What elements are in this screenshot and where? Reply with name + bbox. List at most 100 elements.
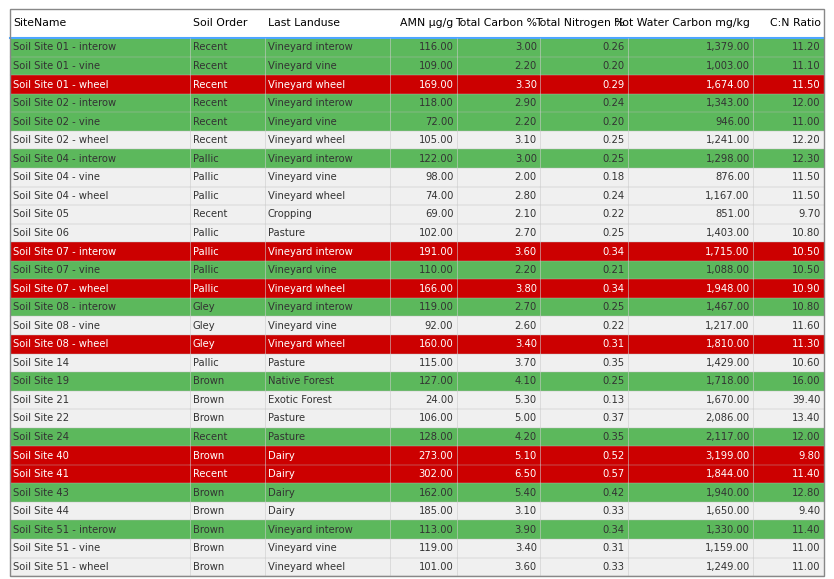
Bar (753, 57, 824, 75)
Bar (457, 149, 540, 168)
Bar (10, 391, 189, 409)
Text: Vineyard wheel: Vineyard wheel (268, 191, 345, 201)
Text: Vineyard wheel: Vineyard wheel (268, 562, 345, 572)
Bar (264, 9, 389, 38)
Text: Soil Site 24: Soil Site 24 (13, 432, 69, 442)
Bar (457, 186, 540, 205)
Bar (540, 391, 628, 409)
Bar (264, 316, 389, 335)
Bar (10, 558, 189, 576)
Text: 113.00: 113.00 (419, 525, 454, 535)
Text: Pallic: Pallic (193, 358, 219, 368)
Text: 1,403.00: 1,403.00 (706, 228, 750, 238)
Bar (753, 502, 824, 521)
Bar (753, 391, 824, 409)
Text: 166.00: 166.00 (419, 284, 454, 294)
Bar (389, 261, 457, 279)
Bar (628, 223, 753, 242)
Text: Native Forest: Native Forest (268, 376, 334, 386)
Text: Soil Site 40: Soil Site 40 (13, 450, 69, 460)
Text: 3.60: 3.60 (515, 247, 537, 256)
Text: 16.00: 16.00 (792, 376, 821, 386)
Text: 11.50: 11.50 (792, 173, 821, 182)
Text: 851.00: 851.00 (715, 210, 750, 219)
Text: 302.00: 302.00 (419, 469, 454, 479)
Text: Pallic: Pallic (193, 228, 219, 238)
Text: 12.20: 12.20 (792, 135, 821, 145)
Bar (389, 205, 457, 223)
Bar (628, 205, 753, 223)
Text: Gley: Gley (193, 339, 215, 349)
Bar (628, 372, 753, 391)
Bar (753, 335, 824, 354)
Text: Soil Site 02 - wheel: Soil Site 02 - wheel (13, 135, 109, 145)
Bar (457, 112, 540, 131)
Text: 1,940.00: 1,940.00 (706, 488, 750, 497)
Bar (753, 112, 824, 131)
Text: 0.35: 0.35 (602, 358, 625, 368)
Bar (540, 428, 628, 446)
Bar (264, 298, 389, 316)
Bar (264, 261, 389, 279)
Text: Vineyard interow: Vineyard interow (268, 42, 353, 53)
Text: 13.40: 13.40 (792, 413, 821, 423)
Text: 0.33: 0.33 (602, 506, 625, 516)
Bar (628, 242, 753, 261)
Bar (628, 186, 753, 205)
Text: Total Nitrogen %: Total Nitrogen % (535, 19, 625, 28)
Bar (457, 502, 540, 521)
Bar (189, 428, 264, 446)
Bar (540, 521, 628, 539)
Bar (540, 539, 628, 558)
Bar (389, 391, 457, 409)
Bar (389, 223, 457, 242)
Text: Vineyard vine: Vineyard vine (268, 321, 337, 331)
Text: Hot Water Carbon mg/kg: Hot Water Carbon mg/kg (614, 19, 750, 28)
Bar (264, 57, 389, 75)
Text: 3.00: 3.00 (515, 42, 537, 53)
Bar (10, 539, 189, 558)
Text: 2,086.00: 2,086.00 (706, 413, 750, 423)
Text: 1,650.00: 1,650.00 (706, 506, 750, 516)
Text: Vineyard interow: Vineyard interow (268, 247, 353, 256)
Text: Vineyard interow: Vineyard interow (268, 154, 353, 164)
Text: 1,003.00: 1,003.00 (706, 61, 750, 71)
Text: Soil Site 08 - wheel: Soil Site 08 - wheel (13, 339, 108, 349)
Bar (10, 149, 189, 168)
Text: Recent: Recent (193, 61, 227, 71)
Bar (457, 521, 540, 539)
Text: Dairy: Dairy (268, 488, 294, 497)
Bar (753, 261, 824, 279)
Text: Vineyard wheel: Vineyard wheel (268, 135, 345, 145)
Bar (457, 316, 540, 335)
Bar (10, 9, 189, 38)
Bar (753, 131, 824, 149)
Bar (753, 446, 824, 465)
Bar (389, 372, 457, 391)
Text: 11.10: 11.10 (792, 61, 821, 71)
Bar (264, 446, 389, 465)
Text: Soil Site 06: Soil Site 06 (13, 228, 69, 238)
Bar (753, 9, 824, 38)
Bar (540, 149, 628, 168)
Text: 11.50: 11.50 (792, 191, 821, 201)
Text: 1,159.00: 1,159.00 (706, 543, 750, 554)
Text: 1,948.00: 1,948.00 (706, 284, 750, 294)
Text: 0.25: 0.25 (602, 135, 625, 145)
Text: 0.34: 0.34 (602, 284, 625, 294)
Bar (753, 205, 824, 223)
Bar (389, 446, 457, 465)
Text: Vineyard wheel: Vineyard wheel (268, 339, 345, 349)
Text: Pallic: Pallic (193, 284, 219, 294)
Text: Soil Site 08 - vine: Soil Site 08 - vine (13, 321, 100, 331)
Text: Soil Site 51 - vine: Soil Site 51 - vine (13, 543, 101, 554)
Text: 118.00: 118.00 (419, 98, 454, 108)
Bar (189, 168, 264, 186)
Text: 0.13: 0.13 (602, 395, 625, 405)
Text: 2.10: 2.10 (515, 210, 537, 219)
Bar (628, 354, 753, 372)
Text: 2.80: 2.80 (515, 191, 537, 201)
Text: Vineyard interow: Vineyard interow (268, 98, 353, 108)
Text: 12.00: 12.00 (792, 432, 821, 442)
Text: Soil Site 04 - wheel: Soil Site 04 - wheel (13, 191, 108, 201)
